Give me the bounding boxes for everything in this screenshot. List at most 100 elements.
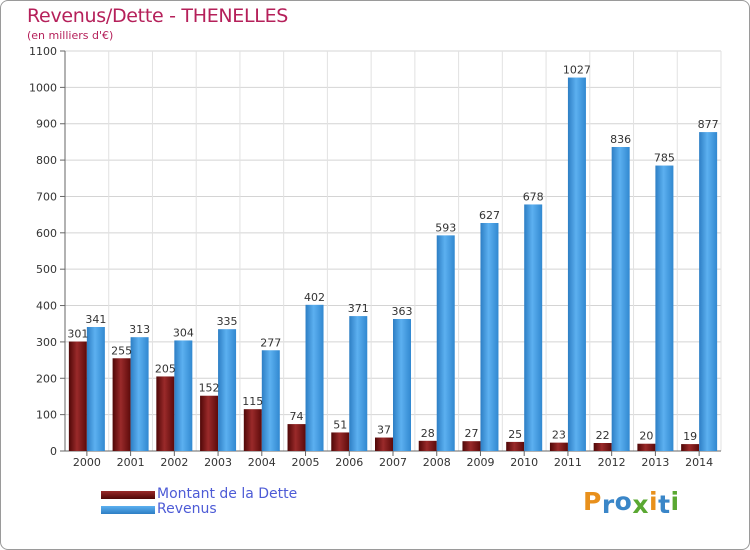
bar-revenus-2010: [524, 204, 543, 451]
bar-revenus-2013: [655, 165, 674, 451]
label-dette-2003: 152: [199, 382, 220, 395]
bar-dette-2009: [462, 441, 481, 451]
bar-dette-2006: [331, 432, 350, 451]
label-revenus-2004: 277: [260, 336, 281, 349]
x-tick-label-2001: 2001: [117, 456, 145, 469]
label-dette-2013: 20: [639, 430, 653, 443]
x-tick-labels: 2000 2001 2002 2003 2004 2005 2006 2007 2008 2009…: [73, 456, 713, 469]
logo-letter-4: i: [649, 487, 659, 516]
y-tick-label-800: 800: [36, 154, 57, 167]
x-tick-label-2014: 2014: [685, 456, 713, 469]
bar-dette-2014: [681, 444, 700, 451]
label-dette-2014: 19: [683, 430, 697, 443]
bar-revenus-2003: [218, 329, 237, 451]
chart-title: Revenus/Dette - THENELLES: [27, 5, 289, 27]
bar-dette-2004: [243, 409, 262, 451]
label-dette-2001: 255: [111, 344, 132, 357]
x-tick-label-2004: 2004: [248, 456, 276, 469]
y-tick-label-1100: 1100: [29, 45, 57, 58]
bar-dette-2000: [68, 341, 87, 451]
x-tick-label-2009: 2009: [466, 456, 494, 469]
label-revenus-2006: 371: [348, 302, 369, 315]
bars: [68, 77, 718, 451]
label-revenus-2008: 593: [435, 221, 456, 234]
label-dette-2009: 27: [464, 427, 478, 440]
label-revenus-2013: 785: [654, 152, 675, 165]
bar-dette-2010: [506, 441, 525, 451]
label-dette-2012: 22: [596, 429, 610, 442]
legend-label-dette: Montant de la Dette: [157, 486, 298, 502]
label-dette-2002: 205: [155, 362, 176, 375]
bar-revenus-2005: [305, 304, 324, 451]
y-tick-label-700: 700: [36, 190, 57, 203]
label-dette-2000: 301: [67, 328, 88, 341]
bar-revenus-2000: [86, 327, 105, 451]
y-tick-label-0: 0: [50, 445, 57, 458]
y-tick-label-1000: 1000: [29, 81, 57, 94]
x-tick-label-2011: 2011: [554, 456, 582, 469]
bar-dette-2008: [418, 440, 437, 451]
bar-revenus-2001: [130, 337, 149, 451]
legend-item-dette: Montant de la Dette: [101, 486, 361, 502]
bar-revenus-2002: [174, 340, 193, 451]
bar-dette-2013: [637, 443, 656, 451]
label-revenus-2011: 1027: [563, 64, 591, 77]
legend-item-revenus: Revenus: [101, 501, 361, 517]
label-dette-2011: 23: [552, 429, 566, 442]
label-revenus-2005: 402: [304, 291, 325, 304]
y-tick-label-400: 400: [36, 300, 57, 313]
x-tick-label-2000: 2000: [73, 456, 101, 469]
logo-letter-5: t: [658, 490, 671, 519]
x-tick-label-2003: 2003: [204, 456, 232, 469]
bar-revenus-2012: [611, 147, 630, 451]
label-revenus-2007: 363: [392, 305, 413, 318]
data-labels: 3013412553132053041523351152777440251371…: [67, 64, 718, 444]
label-dette-2008: 28: [421, 427, 435, 440]
bar-revenus-2009: [480, 223, 499, 451]
logo-letter-1: r: [601, 490, 615, 519]
label-revenus-2001: 313: [129, 323, 150, 336]
bar-dette-2003: [200, 395, 219, 451]
logo-letter-6: i: [670, 487, 680, 516]
y-tick-label-100: 100: [36, 409, 57, 422]
logo-letter-3: x: [632, 490, 649, 519]
x-tick-label-2008: 2008: [423, 456, 451, 469]
x-tick-label-2010: 2010: [510, 456, 538, 469]
x-tick-label-2013: 2013: [641, 456, 669, 469]
y-tick-labels: 0 100 200 300 400 500 600 700 800 900 1000 1100: [29, 45, 57, 458]
label-revenus-2009: 627: [479, 209, 500, 222]
bar-revenus-2004: [261, 350, 280, 451]
logo-letter-2: o: [614, 487, 633, 516]
y-tick-label-200: 200: [36, 372, 57, 385]
logo-letter-0: P: [583, 487, 602, 516]
label-revenus-2002: 304: [173, 326, 194, 339]
label-dette-2006: 51: [333, 418, 347, 431]
label-dette-2005: 74: [290, 410, 304, 423]
bar-revenus-2007: [393, 319, 411, 451]
x-tick-label-2002: 2002: [160, 456, 188, 469]
label-dette-2010: 25: [508, 428, 522, 441]
x-tick-label-2005: 2005: [292, 456, 320, 469]
label-revenus-2003: 335: [217, 315, 238, 328]
label-revenus-2012: 836: [610, 133, 631, 146]
legend-swatch-revenus: [101, 506, 155, 514]
bar-revenus-2008: [436, 235, 455, 451]
bar-dette-2001: [112, 358, 131, 451]
label-dette-2007: 37: [377, 424, 391, 437]
y-tick-label-600: 600: [36, 227, 57, 240]
y-tick-label-300: 300: [36, 336, 57, 349]
proxiti-logo: Proxiti: [583, 487, 680, 519]
y-tick-label-500: 500: [36, 263, 57, 276]
chart-subtitle: (en milliers d'€): [27, 29, 114, 42]
label-revenus-2010: 678: [523, 190, 544, 203]
legend-label-revenus: Revenus: [157, 501, 217, 517]
bar-revenus-2011: [567, 77, 586, 451]
bar-revenus-2006: [349, 316, 368, 451]
x-tick-label-2006: 2006: [335, 456, 363, 469]
x-tick-label-2012: 2012: [598, 456, 626, 469]
y-tick-label-900: 900: [36, 118, 57, 131]
legend-swatch-dette: [101, 491, 155, 499]
bar-dette-2005: [287, 424, 306, 451]
